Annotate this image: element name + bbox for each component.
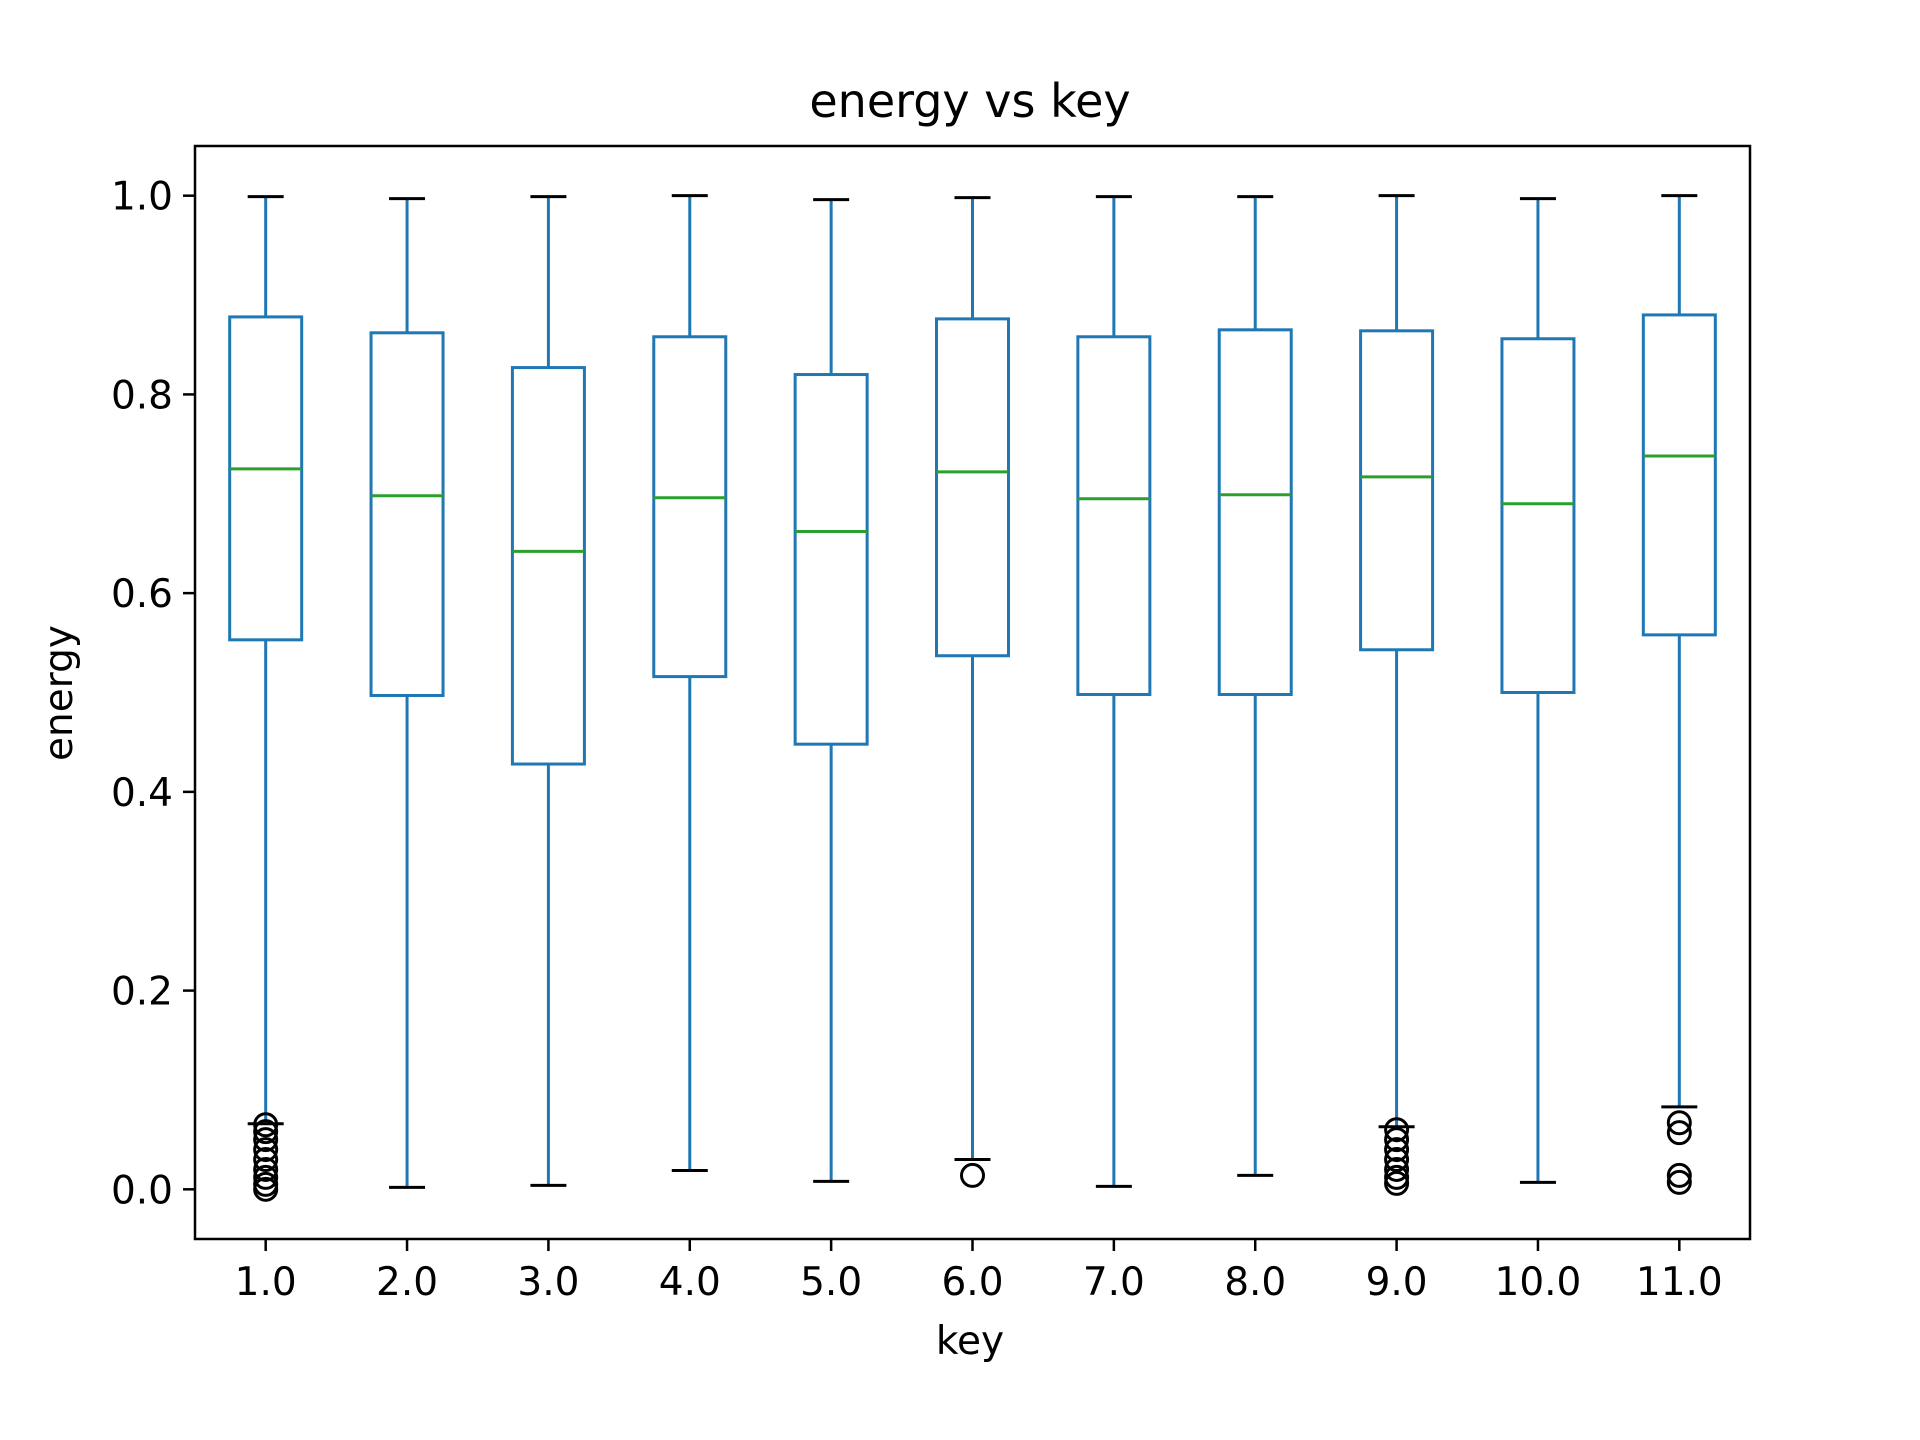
outlier-point (1666, 1110, 1692, 1136)
outlier-point (253, 1137, 279, 1163)
iqr-box (228, 315, 304, 642)
iqr-box (652, 335, 728, 679)
y-tick-label: 1.0 (111, 175, 173, 220)
iqr-box (1641, 313, 1717, 637)
outlier-point (253, 1171, 279, 1197)
y-tick-label: 0.8 (111, 373, 173, 418)
x-tick-label: 2.0 (376, 1260, 438, 1305)
x-tick-label: 8.0 (1224, 1260, 1286, 1305)
outlier-point (960, 1162, 985, 1188)
x-tick-label: 4.0 (659, 1260, 721, 1305)
outlier-point (1666, 1120, 1692, 1146)
outlier-point (1384, 1164, 1410, 1190)
iqr-box (1217, 328, 1293, 696)
outlier-point (253, 1127, 279, 1153)
x-tick-label: 6.0 (941, 1260, 1003, 1305)
iqr-box (1076, 335, 1152, 696)
outlier-point (253, 1156, 279, 1182)
outlier-point (1384, 1117, 1410, 1143)
outlier-point (253, 1147, 279, 1173)
x-tick-label: 10.0 (1495, 1260, 1582, 1305)
iqr-box (1359, 329, 1435, 652)
outlier-point (253, 1119, 279, 1145)
y-tick-label: 0.0 (111, 1168, 173, 1213)
x-tick-label: 3.0 (517, 1260, 579, 1305)
iqr-box (1500, 337, 1576, 694)
x-axis-label: key (936, 1319, 1004, 1364)
outlier-point (1384, 1156, 1410, 1182)
outlier-point (1384, 1147, 1410, 1173)
x-tick-label: 5.0 (800, 1260, 862, 1305)
y-tick-label: 0.6 (111, 572, 173, 617)
x-tick-label: 11.0 (1636, 1260, 1723, 1305)
plot-area: 0.0 0.2 0.4 0.6 0.8 1.0 1.0 2.0 3.0 4.0 5.0 6.0 7.0 8… (111, 144, 1752, 1305)
iqr-box (369, 331, 445, 697)
outlier-point (253, 1112, 279, 1138)
chart-title: energy vs key (809, 74, 1130, 128)
outlier-point (1666, 1169, 1692, 1195)
iqr-box (510, 366, 586, 766)
outlier-point (253, 1164, 279, 1190)
iqr-box (793, 373, 869, 746)
y-axis-label: energy (37, 625, 82, 761)
y-tick-label: 0.2 (111, 970, 173, 1015)
outlier-point (1384, 1137, 1410, 1163)
iqr-box (935, 317, 1010, 658)
outlier-point (1384, 1170, 1410, 1196)
y-tick-label: 0.4 (111, 771, 173, 816)
x-tick-label: 9.0 (1366, 1260, 1428, 1305)
x-tick-label: 7.0 (1083, 1260, 1145, 1305)
outlier-point (1384, 1127, 1410, 1153)
outlier-point (1666, 1162, 1692, 1188)
x-tick-label: 1.0 (235, 1260, 297, 1305)
